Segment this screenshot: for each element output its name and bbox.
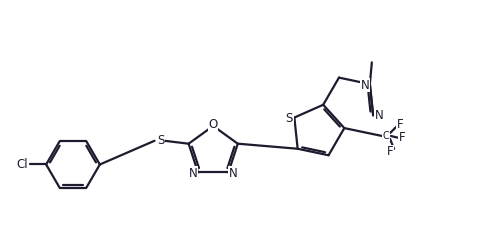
Text: N: N — [374, 109, 383, 122]
Text: Cl: Cl — [16, 158, 28, 171]
Text: F: F — [387, 145, 393, 158]
Text: O: O — [209, 118, 218, 131]
Text: S: S — [286, 112, 293, 125]
Text: C: C — [382, 131, 389, 141]
Text: N: N — [229, 167, 238, 180]
Text: N: N — [361, 79, 369, 92]
Text: F: F — [397, 118, 403, 131]
Text: F: F — [399, 131, 405, 144]
Text: N: N — [189, 167, 197, 180]
Text: S: S — [157, 134, 164, 147]
